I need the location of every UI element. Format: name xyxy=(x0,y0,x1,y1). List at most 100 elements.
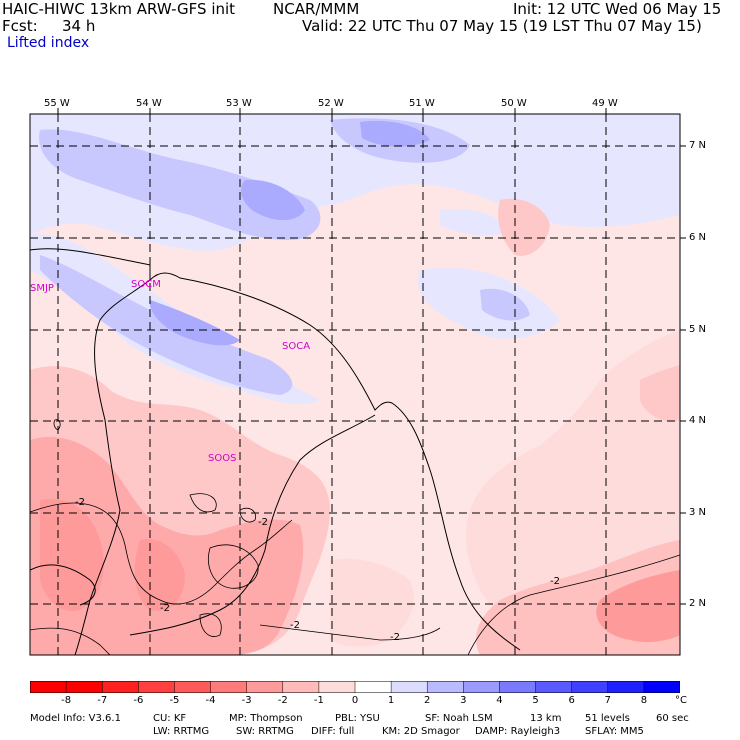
colorbar-tick-label: 4 xyxy=(496,695,503,706)
colorbar-cell xyxy=(607,681,645,693)
colorbar-cell xyxy=(535,681,573,693)
coastline-borders xyxy=(30,248,521,655)
station-label: SMJP xyxy=(30,283,54,294)
field-name: Lifted index xyxy=(7,35,90,51)
contour-label: -2 xyxy=(290,620,300,631)
colorbar-cell xyxy=(318,681,356,693)
colorbar-unit: °C xyxy=(675,695,687,706)
lat-label: 6 N xyxy=(689,232,707,243)
colorbar-tick-label: -8 xyxy=(61,695,72,706)
positive-li-region xyxy=(440,208,510,236)
colorbar-cell xyxy=(66,681,103,693)
colorbar-tick-label: -2 xyxy=(277,695,288,706)
colorbar-tick-label: 7 xyxy=(604,695,611,706)
negative-li-region xyxy=(40,499,104,611)
footer-cu: CU: KF xyxy=(153,713,187,724)
colorbar-tick-label: -7 xyxy=(97,695,108,706)
contour-label: -2 xyxy=(160,603,170,614)
positive-li-region xyxy=(30,114,680,251)
footer-damp: DAMP: Rayleigh3 xyxy=(475,726,561,737)
footer-sf: SF: Noah LSM xyxy=(425,713,493,724)
colorbar-tick-label: -1 xyxy=(313,695,324,706)
colorbar-cell xyxy=(391,681,428,693)
colorbar-tick-label: 8 xyxy=(640,695,648,706)
positive-li-region xyxy=(360,120,430,147)
footer-sw: SW: RRTMG xyxy=(236,726,294,737)
colorbar-cell xyxy=(30,681,67,693)
init-time: Init: 12 UTC Wed 06 May 15 xyxy=(513,0,722,18)
colorbar-tick-label: 0 xyxy=(351,695,359,706)
footer-levels: 51 levels xyxy=(585,713,630,724)
colorbar-tick-label: -5 xyxy=(169,695,180,706)
forecast-value: 34 h xyxy=(62,17,96,35)
colorbar-cell xyxy=(463,681,500,693)
footer-mp: MP: Thompson xyxy=(229,713,303,724)
footer-resolution: 13 km xyxy=(530,713,562,724)
colorbar-cell xyxy=(138,681,175,693)
lon-label: 50 W xyxy=(501,98,527,109)
negative-li-region xyxy=(330,558,414,647)
station-label: SOCA xyxy=(282,341,311,352)
colorbar-tick-label: -3 xyxy=(241,695,252,706)
colorbar-tick-label: 2 xyxy=(424,695,431,706)
colorbar xyxy=(30,681,680,693)
positive-li-region xyxy=(240,179,305,221)
colorbar-tick-label: 1 xyxy=(387,695,395,706)
footer-pbl: PBL: YSU xyxy=(335,713,380,724)
footer-sflay: SFLAY: MM5 xyxy=(585,726,644,737)
footer-diff: DIFF: full xyxy=(311,726,355,737)
colorbar-cell xyxy=(210,681,248,693)
footer-km: KM: 2D Smagor xyxy=(382,726,460,737)
colorbar-tick-label: -4 xyxy=(205,695,216,706)
lat-label: 2 N xyxy=(689,598,707,609)
negative-li-region xyxy=(596,570,680,643)
organization: NCAR/MMM xyxy=(273,0,360,18)
station-label: SOCM xyxy=(131,279,161,290)
colorbar-tick-label: 5 xyxy=(532,695,539,706)
lon-label: 49 W xyxy=(592,98,618,109)
colorbar-tick-label: -6 xyxy=(133,695,144,706)
station-label: SOOS xyxy=(208,453,237,464)
lon-label: 54 W xyxy=(136,98,162,109)
contour-label: -2 xyxy=(75,497,85,508)
colorbar-cell xyxy=(571,681,609,693)
footer-lw: LW: RRTMG xyxy=(153,726,210,737)
positive-li-region xyxy=(480,288,530,321)
lat-label: 3 N xyxy=(689,507,707,518)
negative-li-region xyxy=(466,330,680,605)
colorbar-tick-label: 3 xyxy=(460,695,467,706)
contour-label: -2 xyxy=(390,632,400,643)
contour-label: -2 xyxy=(258,517,268,528)
valid-time: Valid: 22 UTC Thu 07 May 15 (19 LST Thu … xyxy=(302,17,702,35)
colorbar-cell xyxy=(499,681,537,693)
positive-li-region xyxy=(149,300,240,346)
lat-label: 5 N xyxy=(689,324,707,335)
lon-label: 52 W xyxy=(318,98,344,109)
colorbar-cell xyxy=(282,681,320,693)
model-title: HAIC-HIWC 13km ARW-GFS init xyxy=(2,0,236,18)
graticule xyxy=(30,114,680,655)
colorbar-cell xyxy=(643,681,680,693)
lon-label: 55 W xyxy=(44,98,70,109)
map-frame xyxy=(29,113,681,656)
footer-model-info: Model Info: V3.6.1 xyxy=(30,713,121,724)
colorbar-cell xyxy=(174,681,212,693)
lon-label: 53 W xyxy=(226,98,252,109)
negative-li-region xyxy=(498,198,550,256)
colorbar-cell xyxy=(427,681,464,693)
lat-ticks xyxy=(680,145,686,605)
colorbar-cell xyxy=(355,681,392,693)
contour-label: -2 xyxy=(550,576,560,587)
colorbar-tick-label: 6 xyxy=(568,695,575,706)
colorbar-cell xyxy=(246,681,284,693)
forecast-label: Fcst: xyxy=(2,17,38,35)
lon-ticks xyxy=(57,108,607,114)
lat-label: 4 N xyxy=(689,415,707,426)
li-contours xyxy=(30,419,680,655)
negative-li-region xyxy=(640,365,680,422)
colorbar-cell xyxy=(102,681,139,693)
lon-label: 51 W xyxy=(409,98,435,109)
positive-li-region xyxy=(39,129,321,240)
lat-label: 7 N xyxy=(689,140,707,151)
